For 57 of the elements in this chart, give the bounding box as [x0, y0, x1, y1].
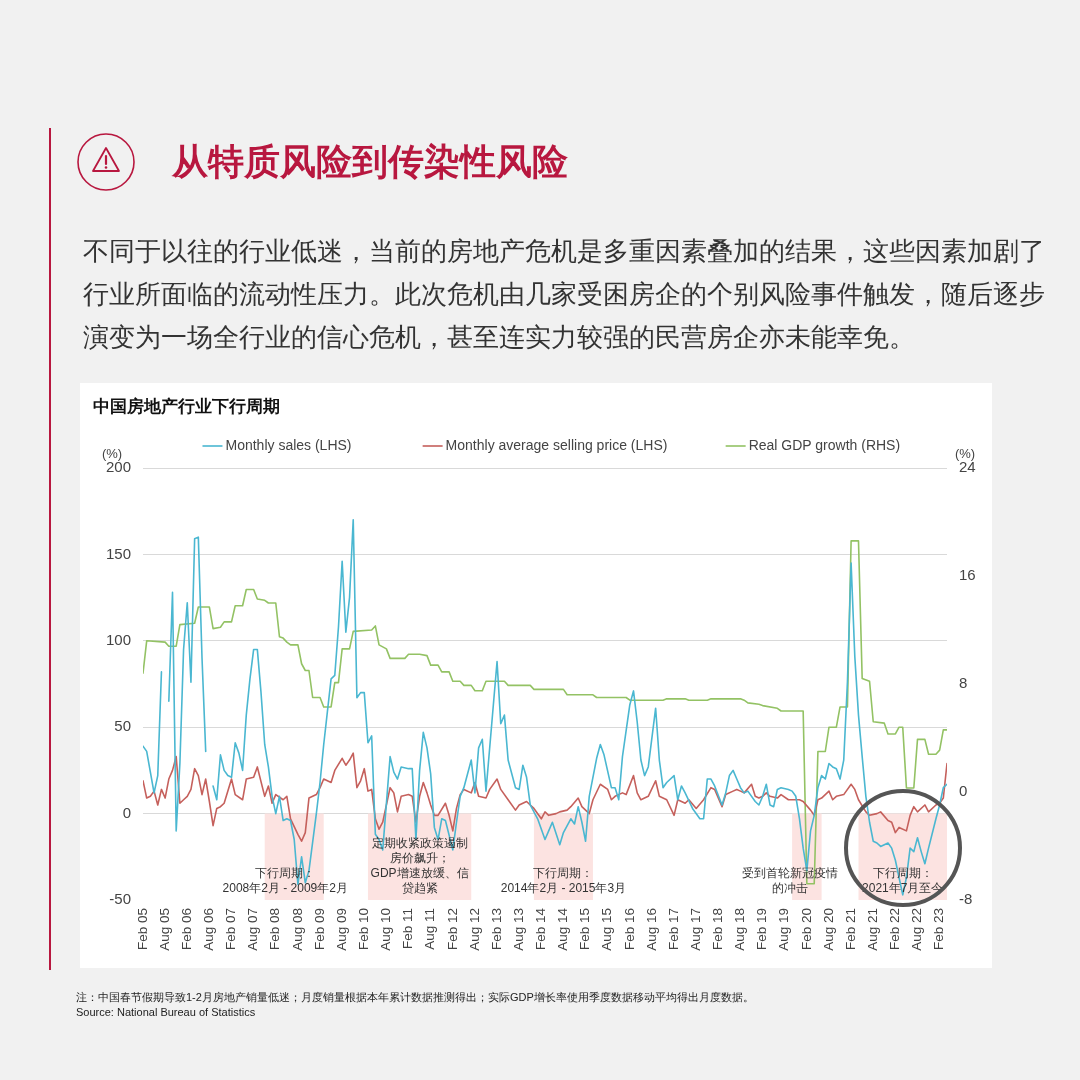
x-tick-label: Aug 14 — [555, 907, 571, 951]
x-tick-label: Aug 16 — [643, 908, 659, 951]
x-tick-label: Feb 23 — [931, 908, 947, 951]
x-tick-label: Feb 16 — [621, 908, 637, 951]
x-tick-label: Aug 08 — [289, 908, 305, 951]
x-tick-label: Feb 06 — [178, 908, 194, 951]
y-tick-label: 100 — [105, 630, 131, 648]
x-tick-label: Aug 15 — [599, 908, 615, 951]
y-tick-label: 150 — [105, 544, 131, 562]
y-axis-title: (%) — [101, 446, 123, 461]
text: 从特质风险到传染性风险 — [172, 140, 568, 184]
x-tick-label: Feb 07 — [223, 908, 239, 951]
x-tick-label: Aug 06 — [201, 908, 217, 951]
x-tick-label: Aug 20 — [820, 908, 836, 951]
legend-label: Monthly average selling price (LHS) — [445, 436, 668, 453]
x-tick-label: Feb 19 — [754, 908, 770, 951]
x-tick-label: Feb 15 — [577, 908, 593, 951]
x-tick-label: Feb 08 — [267, 908, 283, 951]
x-tick-label: Feb 12 — [444, 908, 460, 951]
x-tick-label: Aug 11 — [422, 908, 438, 950]
x-tick-label: Feb 05 — [134, 908, 150, 951]
y2-tick-label: 8 — [959, 674, 968, 692]
chart-title: 中国房地产行业下行周期 — [93, 396, 280, 418]
x-tick-label: Feb 09 — [311, 908, 327, 951]
x-tick-label: Feb 18 — [710, 908, 726, 951]
text: 不同于以往的行业低迷，当前的房地产危机是多重因素叠加的结果，这些因素加剧了行业所面临的流动性压力。此次危机由几家受困房企的个别风险事件触发，随后逐步演变为一场全行业的信心危机，甚至连实力较强的民营房企亦未能幸免。 — [83, 235, 1046, 354]
x-tick-label: Feb 20 — [798, 908, 814, 951]
x-tick-label: Aug 22 — [909, 908, 925, 951]
y2-axis-title: (%) — [954, 446, 976, 461]
x-tick-label: Aug 17 — [687, 908, 703, 951]
legend-label: Monthly sales (LHS) — [225, 436, 352, 453]
source-note: Source: National Bureau of Statistics — [76, 1005, 256, 1019]
x-tick-label: Aug 19 — [776, 908, 792, 951]
y2-tick-label: 0 — [959, 782, 968, 800]
x-tick-label: Aug 09 — [333, 908, 349, 951]
x-tick-label: Feb 22 — [887, 908, 903, 951]
y-tick-label: -50 — [109, 890, 131, 908]
x-tick-label: Feb 11 — [400, 908, 416, 950]
x-tick-label: Aug 10 — [378, 908, 394, 951]
y-tick-label: 0 — [122, 803, 131, 821]
x-tick-label: Feb 17 — [665, 908, 681, 951]
x-tick-label: Aug 12 — [466, 908, 482, 951]
x-tick-label: Aug 13 — [510, 908, 526, 951]
x-tick-label: Feb 10 — [356, 908, 371, 951]
x-tick-label: Feb 21 — [842, 908, 858, 951]
x-tick-label: Feb 14 — [533, 907, 549, 951]
x-tick-label: Aug 21 — [864, 908, 880, 951]
legend-label: Real GDP growth (RHS) — [748, 436, 901, 453]
x-tick-label: Aug 07 — [245, 908, 261, 951]
band-label: 下行周期：2014年2月 - 2015年3月 — [500, 866, 627, 895]
x-tick-label: Aug 05 — [156, 908, 172, 951]
y2-tick-label: -8 — [959, 890, 973, 908]
x-tick-label: Aug 18 — [732, 908, 748, 951]
x-tick-label: Feb 13 — [488, 908, 504, 951]
text: 注：中国春节假期导致1-2月房地产销量低迷；月度销量根据本年累计数据推测得出；实际GDP增长率使用季度数据移动平均得出月度数据。 — [76, 990, 754, 1004]
y2-tick-label: 16 — [959, 566, 976, 584]
y-tick-label: 50 — [114, 717, 131, 735]
